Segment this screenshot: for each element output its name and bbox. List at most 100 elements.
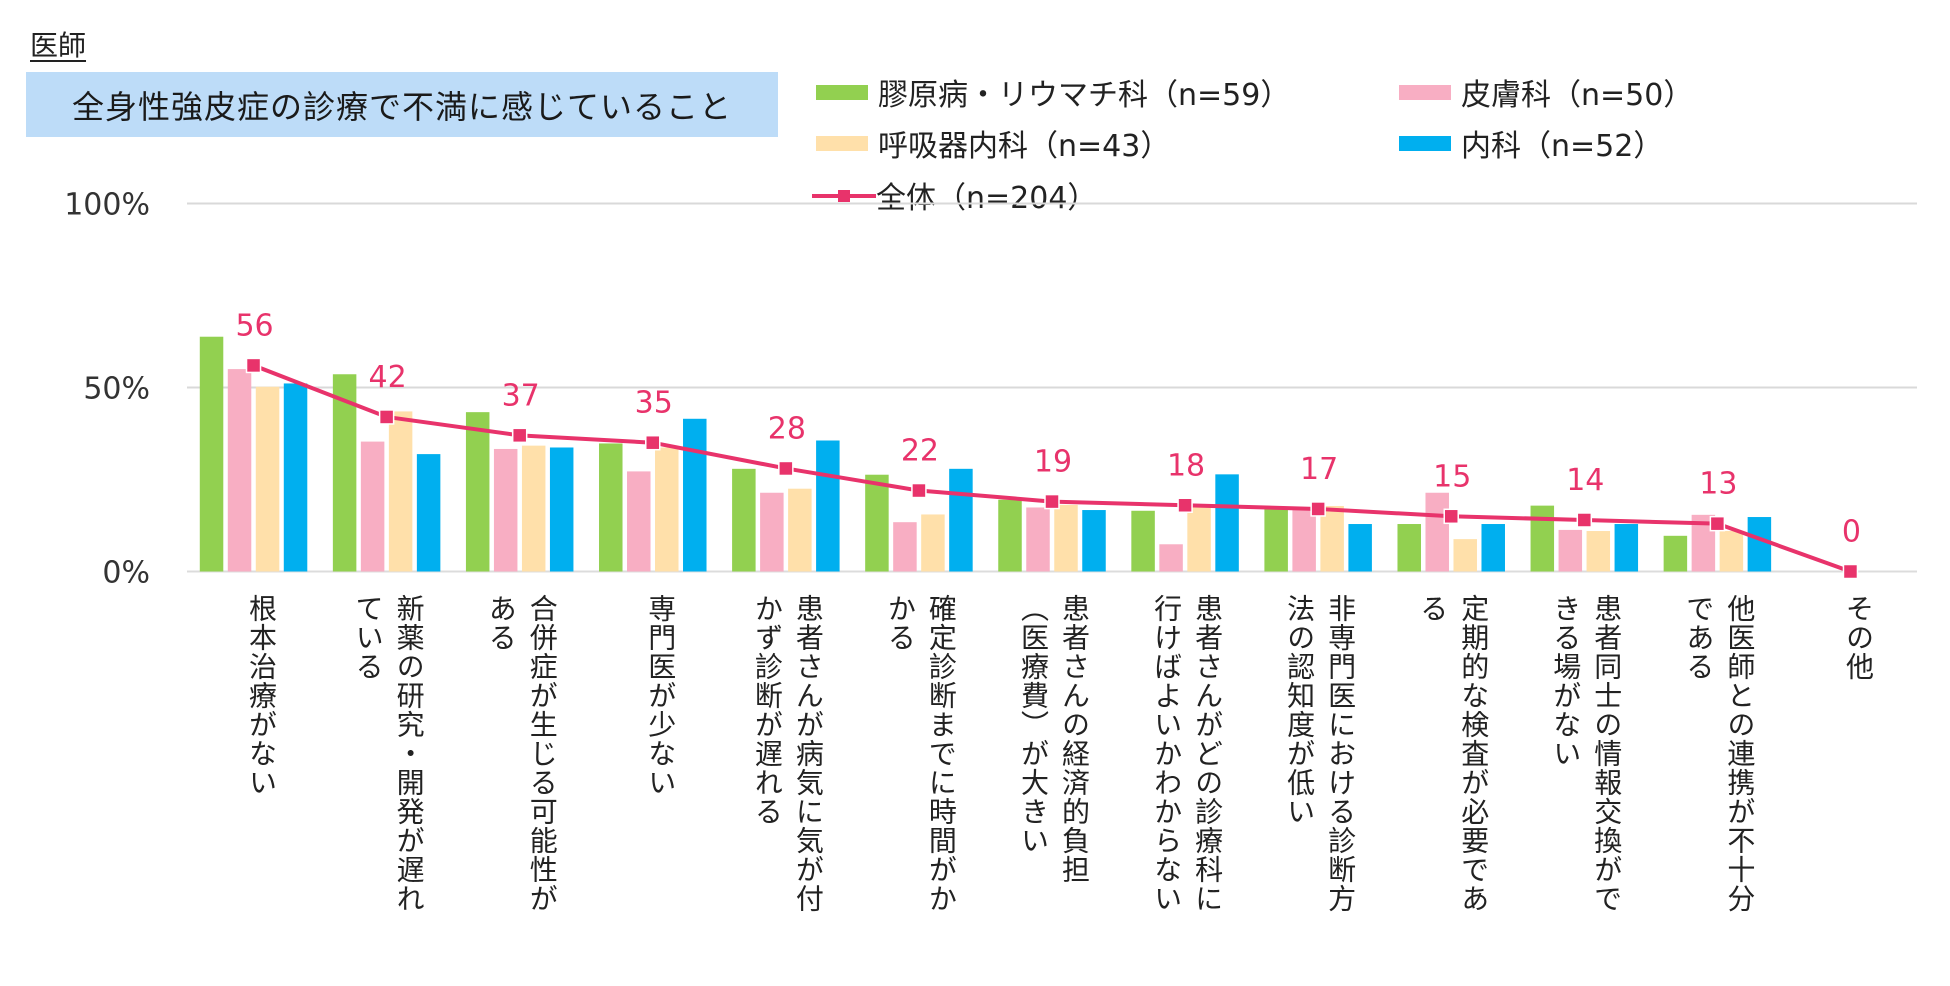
bar-1-cat-1: [199, 336, 224, 572]
legend-item-internal-medicine: 内科（n=52）: [1399, 123, 1664, 164]
bar-2-cat-10: [1425, 492, 1449, 572]
x-tick-label: その他: [1841, 594, 1875, 681]
overall-marker: [645, 434, 661, 451]
bar-3-cat-5: [788, 488, 812, 572]
bar-2-cat-8: [1159, 544, 1183, 572]
overall-data-label: 56: [235, 308, 273, 343]
overall-data-label: 22: [901, 434, 939, 469]
overall-data-label: 13: [1699, 467, 1737, 502]
bar-1-cat-10: [1397, 524, 1421, 572]
bar-2-cat-6: [893, 522, 917, 572]
bar-3-cat-8: [1187, 506, 1211, 572]
bar-3-cat-6: [921, 514, 945, 572]
y-tick-label: 50%: [83, 372, 150, 407]
chart-title-box: 全身性強皮症の診療で不満に感じていること: [26, 72, 778, 137]
bar-2-cat-9: [1292, 508, 1316, 572]
bar-3-cat-2: [388, 411, 413, 572]
bar-4-cat-5: [816, 440, 840, 572]
overall-data-label: 42: [369, 360, 407, 395]
bar-3-cat-3: [521, 445, 546, 572]
overall-marker: [911, 482, 927, 499]
overall-data-label: 35: [635, 386, 673, 421]
bar-3-cat-10: [1453, 539, 1477, 572]
overall-marker: [511, 427, 528, 444]
bar-4-cat-10: [1481, 524, 1505, 572]
overall-marker: [1443, 508, 1459, 525]
overall-marker: [778, 460, 794, 477]
x-tick-label: 合併症が生じる可能性が ある: [484, 594, 559, 913]
overall-marker: [245, 357, 262, 374]
overall-data-label: 37: [502, 378, 540, 413]
bar-3-cat-1: [255, 386, 280, 572]
legend-label-respiratory: 呼吸器内科（n=43）: [878, 129, 1171, 164]
bar-1-cat-3: [465, 412, 490, 572]
x-tick-label: 根本治療がない: [245, 594, 279, 797]
bar-2-cat-4: [627, 471, 651, 572]
respondent-group-label: 医師: [30, 29, 87, 62]
chart-title: 全身性強皮症の診療で不満に感じていること: [71, 87, 732, 126]
y-tick-label: 100%: [64, 188, 150, 223]
bar-1-cat-7: [998, 499, 1022, 572]
bar-3-cat-11: [1586, 531, 1611, 572]
legend-swatch-internal-medicine: [1399, 135, 1451, 151]
bar-1-cat-9: [1264, 508, 1288, 572]
bar-4-cat-3: [549, 447, 574, 572]
overall-data-label: 0: [1842, 515, 1861, 550]
legend-item-respiratory: 呼吸器内科（n=43）: [816, 123, 1171, 164]
bar-1-cat-5: [732, 468, 756, 572]
legend-label-overall: 全体（n=204）: [876, 181, 1098, 216]
overall-marker: [1576, 512, 1593, 528]
overall-data-label: 18: [1167, 448, 1205, 483]
overall-marker: [378, 409, 395, 425]
legend-swatch-dermatology: [1399, 84, 1451, 100]
legend-label-rheumatology: 膠原病・リウマチ科（n=59）: [878, 78, 1291, 113]
overall-marker: [1842, 563, 1859, 580]
legend-item-overall: 全体（n=204）: [812, 175, 1098, 216]
bar-2-cat-1: [227, 369, 252, 572]
bar-2-cat-5: [760, 492, 784, 572]
bar-4-cat-8: [1215, 474, 1239, 572]
bar-2-cat-12: [1691, 514, 1716, 572]
x-tick-label: 患者さんがどの診療科に 行けばよいかわからない: [1150, 594, 1225, 913]
x-tick-label: 確定診断までに時間がか かる: [883, 594, 958, 913]
bar-3-cat-4: [655, 447, 679, 572]
x-tick-label: 患者さんが病気に気が付 かず診断が遅れる: [750, 594, 825, 913]
bar-4-cat-4: [683, 418, 707, 572]
legend-item-dermatology: 皮膚科（n=50）: [1399, 72, 1694, 113]
x-tick-label: 患者同士の情報交換がで きる場がない: [1549, 594, 1624, 913]
bar-1-cat-12: [1663, 535, 1688, 572]
overall-data-label: 19: [1034, 445, 1072, 480]
x-tick-label: 専門医が少ない: [644, 594, 678, 797]
bar-3-cat-9: [1320, 505, 1344, 572]
bar-2-cat-2: [360, 441, 385, 572]
x-tick-label: 非専門医における診断方 法の認知度が低い: [1283, 594, 1358, 913]
legend-item-rheumatology: 膠原病・リウマチ科（n=59）: [816, 72, 1291, 113]
bar-1-cat-4: [599, 443, 623, 572]
x-tick-label: 患者さんの経済的負担 （医療費）が大きい: [1017, 594, 1091, 884]
x-tick-label: 新薬の研究・開発が遅れ ている: [351, 594, 426, 913]
bar-2-cat-11: [1558, 529, 1583, 572]
overall-data-label: 14: [1566, 463, 1604, 498]
bar-1-cat-8: [1131, 510, 1155, 572]
bar-3-cat-7: [1054, 504, 1078, 572]
bar-4-cat-7: [1082, 510, 1106, 572]
y-tick-label: 0%: [102, 556, 150, 591]
x-tick-label: 定期的な検査が必要であ る: [1416, 594, 1491, 913]
bar-4-cat-9: [1348, 524, 1372, 572]
legend-label-internal-medicine: 内科（n=52）: [1461, 129, 1664, 164]
bar-4-cat-6: [949, 468, 973, 572]
bar-4-cat-12: [1747, 517, 1772, 572]
bar-2-cat-7: [1026, 507, 1050, 572]
bar-4-cat-1: [283, 383, 308, 572]
overall-marker: [1709, 515, 1726, 532]
legend-swatch-rheumatology: [816, 84, 868, 100]
legend-label-dermatology: 皮膚科（n=50）: [1461, 78, 1694, 113]
x-tick-label: 他医師との連携が不十分 である: [1682, 594, 1757, 913]
bar-1-cat-2: [332, 374, 357, 572]
overall-data-label: 15: [1433, 459, 1471, 494]
overall-marker: [1177, 497, 1193, 514]
overall-marker: [1044, 493, 1060, 510]
bar-1-cat-6: [865, 474, 889, 572]
overall-data-label: 28: [768, 411, 806, 446]
